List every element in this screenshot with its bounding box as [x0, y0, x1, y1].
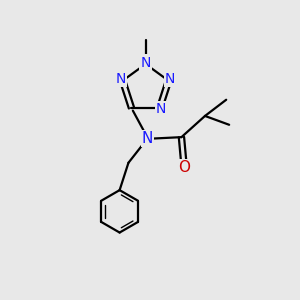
Text: N: N [140, 56, 151, 70]
Text: N: N [116, 72, 126, 86]
Text: N: N [156, 102, 166, 116]
Text: N: N [165, 72, 175, 86]
Text: O: O [178, 160, 190, 175]
Text: N: N [142, 131, 153, 146]
